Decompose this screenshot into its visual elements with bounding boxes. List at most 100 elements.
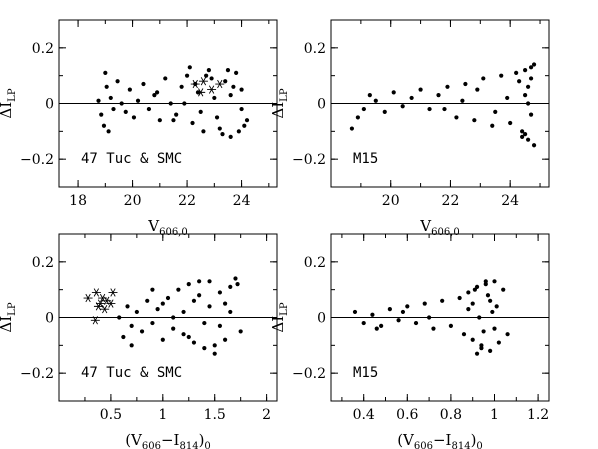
star-point — [106, 299, 116, 308]
x-axis-title-part: −I — [161, 431, 180, 449]
data-point — [171, 326, 176, 331]
star-point — [93, 302, 103, 311]
data-point — [427, 315, 432, 320]
data-point — [228, 284, 233, 289]
data-point — [115, 79, 120, 84]
x-tick-label: 1 — [490, 407, 499, 423]
x-tick-label: 24 — [501, 193, 519, 209]
data-point — [382, 109, 387, 114]
data-point — [186, 334, 191, 340]
x-tick-label: 20 — [124, 193, 142, 209]
data-point — [400, 104, 405, 109]
data-point — [352, 309, 358, 315]
data-point — [145, 298, 150, 303]
y-axis-title: ΔILP — [0, 302, 18, 332]
x-axis-title-part: 606 — [142, 441, 161, 449]
data-point — [472, 118, 477, 123]
x-axis-title-part: 606 — [414, 441, 433, 449]
y-axis-title: ΔILP — [269, 88, 290, 118]
data-point — [165, 295, 171, 301]
data-point — [135, 98, 141, 103]
data-point — [474, 351, 480, 356]
panel-annotation: 47 Tuc & SMC — [81, 365, 182, 381]
data-point — [201, 129, 206, 134]
data-point — [228, 93, 233, 98]
data-point — [485, 293, 491, 298]
data-point — [146, 106, 152, 112]
data-point — [225, 68, 231, 73]
data-point — [96, 98, 101, 103]
data-point — [101, 123, 107, 128]
data-point — [117, 315, 122, 320]
data-point — [494, 304, 499, 309]
data-point — [214, 115, 220, 120]
data-point — [163, 76, 168, 81]
x-axis-title: (V606−I814)0 — [125, 431, 211, 449]
data-point — [523, 68, 528, 73]
data-point — [523, 93, 528, 98]
data-point — [427, 106, 432, 112]
y-tick-label: 0 — [317, 311, 326, 327]
star-point — [198, 77, 208, 86]
data-point — [222, 301, 228, 306]
data-point — [207, 304, 212, 309]
x-tick-label: 22 — [442, 193, 460, 209]
data-point — [431, 326, 436, 331]
panel-annotation: 47 Tuc & SMC — [81, 151, 182, 167]
data-point — [520, 129, 525, 134]
data-point — [168, 101, 173, 106]
y-tick-label: 0.2 — [32, 255, 54, 271]
data-point — [496, 340, 501, 345]
data-point — [108, 95, 113, 101]
x-tick-label: 2 — [262, 407, 271, 423]
x-tick-label: 1 — [158, 407, 167, 423]
data-point — [361, 320, 366, 326]
data-point — [223, 79, 228, 84]
data-point — [106, 129, 111, 134]
data-point — [493, 109, 498, 114]
data-point — [155, 90, 160, 95]
data-point — [418, 87, 423, 92]
data-point — [184, 73, 190, 78]
x-tick-label: 1.5 — [204, 407, 226, 423]
star-point — [196, 88, 206, 97]
star-point — [215, 79, 225, 89]
data-point — [413, 320, 419, 326]
data-point — [182, 101, 187, 106]
data-point — [206, 68, 211, 73]
data-point — [445, 84, 450, 89]
data-point — [463, 81, 468, 87]
y-tick-label: −0.2 — [292, 366, 326, 382]
x-tick-label: 24 — [233, 193, 251, 209]
data-point — [470, 337, 475, 342]
y-axis-title-part: ΔI — [0, 102, 15, 119]
data-point — [104, 84, 109, 89]
data-point — [470, 301, 475, 306]
data-point — [528, 76, 534, 81]
data-point — [207, 279, 212, 284]
x-tick-label: 0.4 — [353, 407, 375, 423]
data-point — [234, 70, 239, 75]
x-tick-label: 0.6 — [396, 407, 418, 423]
x-axis-title: V606,0 — [147, 217, 187, 238]
data-point — [157, 118, 162, 123]
data-point — [461, 332, 467, 337]
data-point — [129, 323, 134, 328]
data-point — [212, 95, 217, 101]
data-point — [176, 287, 181, 292]
data-point — [396, 318, 401, 323]
data-point — [228, 309, 233, 315]
data-point — [409, 95, 414, 101]
data-point — [391, 90, 396, 95]
data-point — [171, 315, 176, 320]
data-point — [387, 307, 392, 312]
data-point — [460, 98, 465, 103]
data-point — [490, 123, 495, 128]
x-tick-label: 0.8 — [440, 407, 462, 423]
data-point — [488, 348, 493, 353]
y-tick-label: 0.2 — [32, 41, 54, 57]
data-point — [197, 293, 202, 298]
data-point — [514, 70, 519, 75]
data-point — [492, 279, 497, 284]
